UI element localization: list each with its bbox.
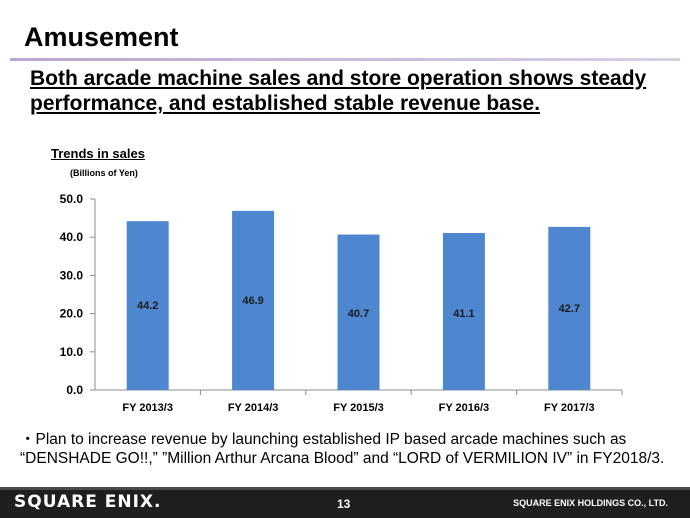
bar-4 [442,232,485,390]
bar-3 [337,234,380,390]
footer-divider [0,487,690,490]
company-name: SQUARE ENIX HOLDINGS CO., LTD. [513,498,668,508]
plan-bullet-text: ・Plan to increase revenue by launching e… [20,431,665,467]
y-tick-label: 20.0 [60,307,84,321]
bar-value-label: 44.2 [137,300,158,312]
chart-title: Trends in sales [51,146,145,161]
sales-bar-chart: 0.0 10.0 20.0 30.0 40.0 50.0 44.2 FY 2013/3 46.9… [60,192,623,414]
y-tick-label: 0.0 [66,383,83,397]
x-tick-label: FY 2017/3 [544,402,595,414]
y-tick-label: 30.0 [60,268,84,282]
chart-unit-label: (Billions of Yen) [70,168,138,178]
bar-value-label: 40.7 [348,308,369,320]
bar-value-label: 46.9 [242,295,263,307]
x-tick-label: FY 2015/3 [333,402,384,414]
page-subtitle: Both arcade machine sales and store oper… [30,67,647,115]
page-title: Amusement [24,22,179,52]
bar-value-label: 41.1 [453,308,474,320]
page-number: 13 [337,497,351,511]
square-enix-logo: SQUARE ENIX. [14,492,162,512]
y-tick-label: 10.0 [60,345,84,359]
bar-value-label: 42.7 [559,303,580,315]
bar-5 [548,226,591,390]
title-divider [10,58,680,61]
x-tick-label: FY 2013/3 [122,402,173,414]
footer-bar [0,490,690,518]
bar-1 [126,221,169,390]
x-tick-label: FY 2016/3 [439,402,490,414]
bar-2 [232,210,275,390]
y-tick-label: 40.0 [60,230,84,244]
y-tick-label: 50.0 [60,192,84,206]
x-tick-label: FY 2014/3 [228,402,279,414]
